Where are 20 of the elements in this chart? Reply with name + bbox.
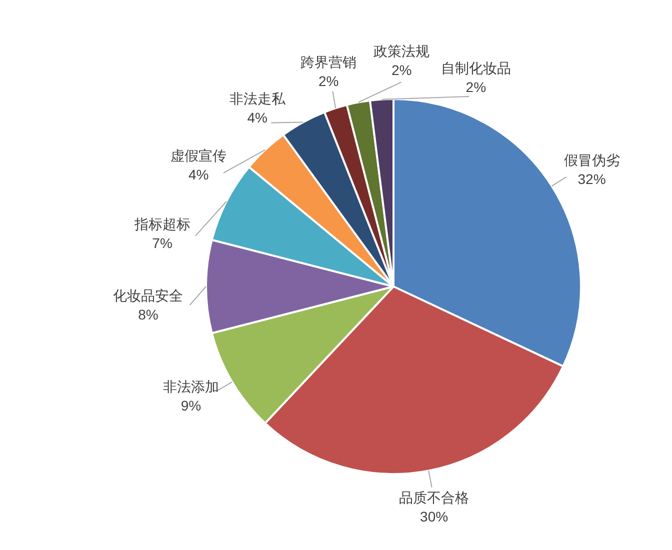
slice-label: 政策法规 (374, 43, 430, 60)
data-label: 9% (180, 398, 202, 414)
slice-label: 化妆品安全 (113, 287, 184, 304)
data-label: 7% (152, 235, 172, 252)
slice-label: 跨界营销 (300, 54, 357, 70)
slice-label: 非法走私 (229, 90, 286, 107)
slice-label: 假冒伪劣 (564, 152, 620, 168)
slice-label: 非法添加 (162, 378, 219, 395)
slice-label: 虚假宣传 (170, 148, 227, 164)
data-label: 2% (391, 62, 412, 78)
slice-label: 自制化妆品 (440, 60, 511, 76)
data-label: 8% (138, 306, 158, 322)
slice-label: 品质不合格 (399, 490, 470, 506)
data-label: 4% (188, 166, 209, 183)
data-label: 32% (578, 171, 606, 188)
data-label: 4% (247, 110, 268, 126)
data-label: 2% (318, 72, 339, 89)
data-label: 30% (420, 508, 448, 525)
data-label: 2% (466, 78, 486, 95)
slice-label: 指标超标 (133, 216, 190, 232)
